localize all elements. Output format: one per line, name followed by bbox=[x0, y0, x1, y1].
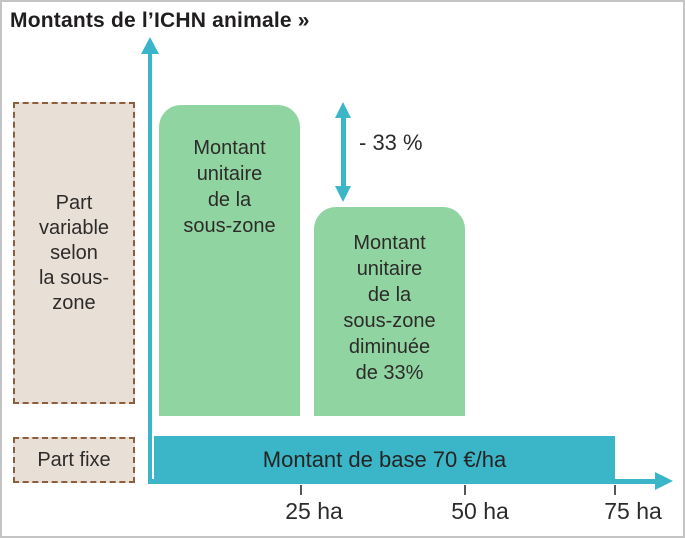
delta-arrow-shaft bbox=[341, 115, 346, 189]
legend-part-fixe-label: Part fixe bbox=[37, 448, 111, 471]
legend-box-part-fixe: Part fixe bbox=[13, 437, 135, 483]
bar-montant-unitaire-diminue-label: Montant unitaire de la sous-zone diminué… bbox=[343, 232, 436, 384]
delta-annotation: - 33 % bbox=[359, 130, 423, 155]
y-axis-arrowhead-icon bbox=[141, 37, 159, 54]
bar-montant-unitaire-label: Montant unitaire de la sous-zone bbox=[183, 137, 276, 237]
chart-title: Montants de l’ICHN animale » bbox=[10, 9, 310, 32]
x-tick-50ha bbox=[464, 485, 466, 495]
y-axis-line bbox=[148, 50, 152, 484]
x-tick-label-25ha: 25 ha bbox=[285, 498, 343, 524]
delta-arrow-up-icon bbox=[335, 102, 351, 118]
x-axis-arrowhead-icon bbox=[655, 472, 673, 490]
bar-montant-unitaire-diminue: Montant unitaire de la sous-zone diminué… bbox=[314, 207, 465, 416]
legend-box-part-variable: Part variable selon la sous- zone bbox=[13, 102, 135, 404]
delta-arrow-down-icon bbox=[335, 186, 351, 202]
legend-part-variable-label: Part variable selon la sous- zone bbox=[38, 191, 110, 314]
bar-montant-de-base-label: Montant de base 70 €/ha bbox=[262, 446, 507, 472]
x-tick-label-75ha: 75 ha bbox=[604, 498, 662, 524]
bar-montant-unitaire: Montant unitaire de la sous-zone bbox=[159, 105, 300, 416]
x-tick-label-50ha: 50 ha bbox=[451, 498, 509, 524]
x-tick-75ha bbox=[614, 485, 616, 495]
x-tick-25ha bbox=[300, 485, 302, 495]
bar-montant-de-base: Montant de base 70 €/ha bbox=[154, 436, 615, 483]
